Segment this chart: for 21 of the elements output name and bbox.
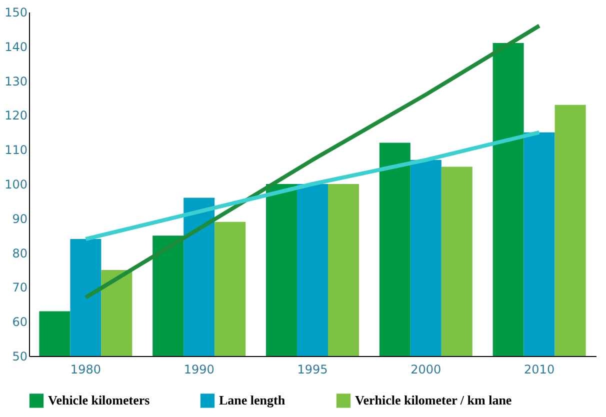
legend-label: Lane length (219, 392, 286, 408)
x-tick-label: 1980 (70, 362, 101, 376)
x-tick-label: 2010 (524, 362, 555, 376)
y-tick-label: 140 (4, 40, 28, 54)
y-tick-label: 60 (12, 315, 28, 330)
y-tick-label: 130 (4, 74, 28, 88)
y-tick-label: 80 (12, 246, 28, 260)
y-tick-label: 110 (4, 143, 28, 158)
y-tick-label: 70 (12, 280, 28, 295)
legend-label: Verhicle kilometer / km lane (355, 392, 512, 408)
legend-label: Vehicle kilometers (48, 392, 150, 408)
x-tick-label: 2000 (410, 362, 442, 376)
line-series (84, 24, 542, 300)
y-tick-label: 150 (4, 6, 28, 20)
y-tick-label: 50 (12, 350, 28, 364)
y-tick-label: 90 (12, 212, 28, 226)
line-series (84, 130, 542, 242)
y-tick-label: 120 (4, 108, 28, 123)
x-tick-label: 1990 (184, 362, 214, 376)
y-tick-label: 100 (4, 178, 28, 192)
x-tick-label: 1995 (297, 362, 328, 376)
